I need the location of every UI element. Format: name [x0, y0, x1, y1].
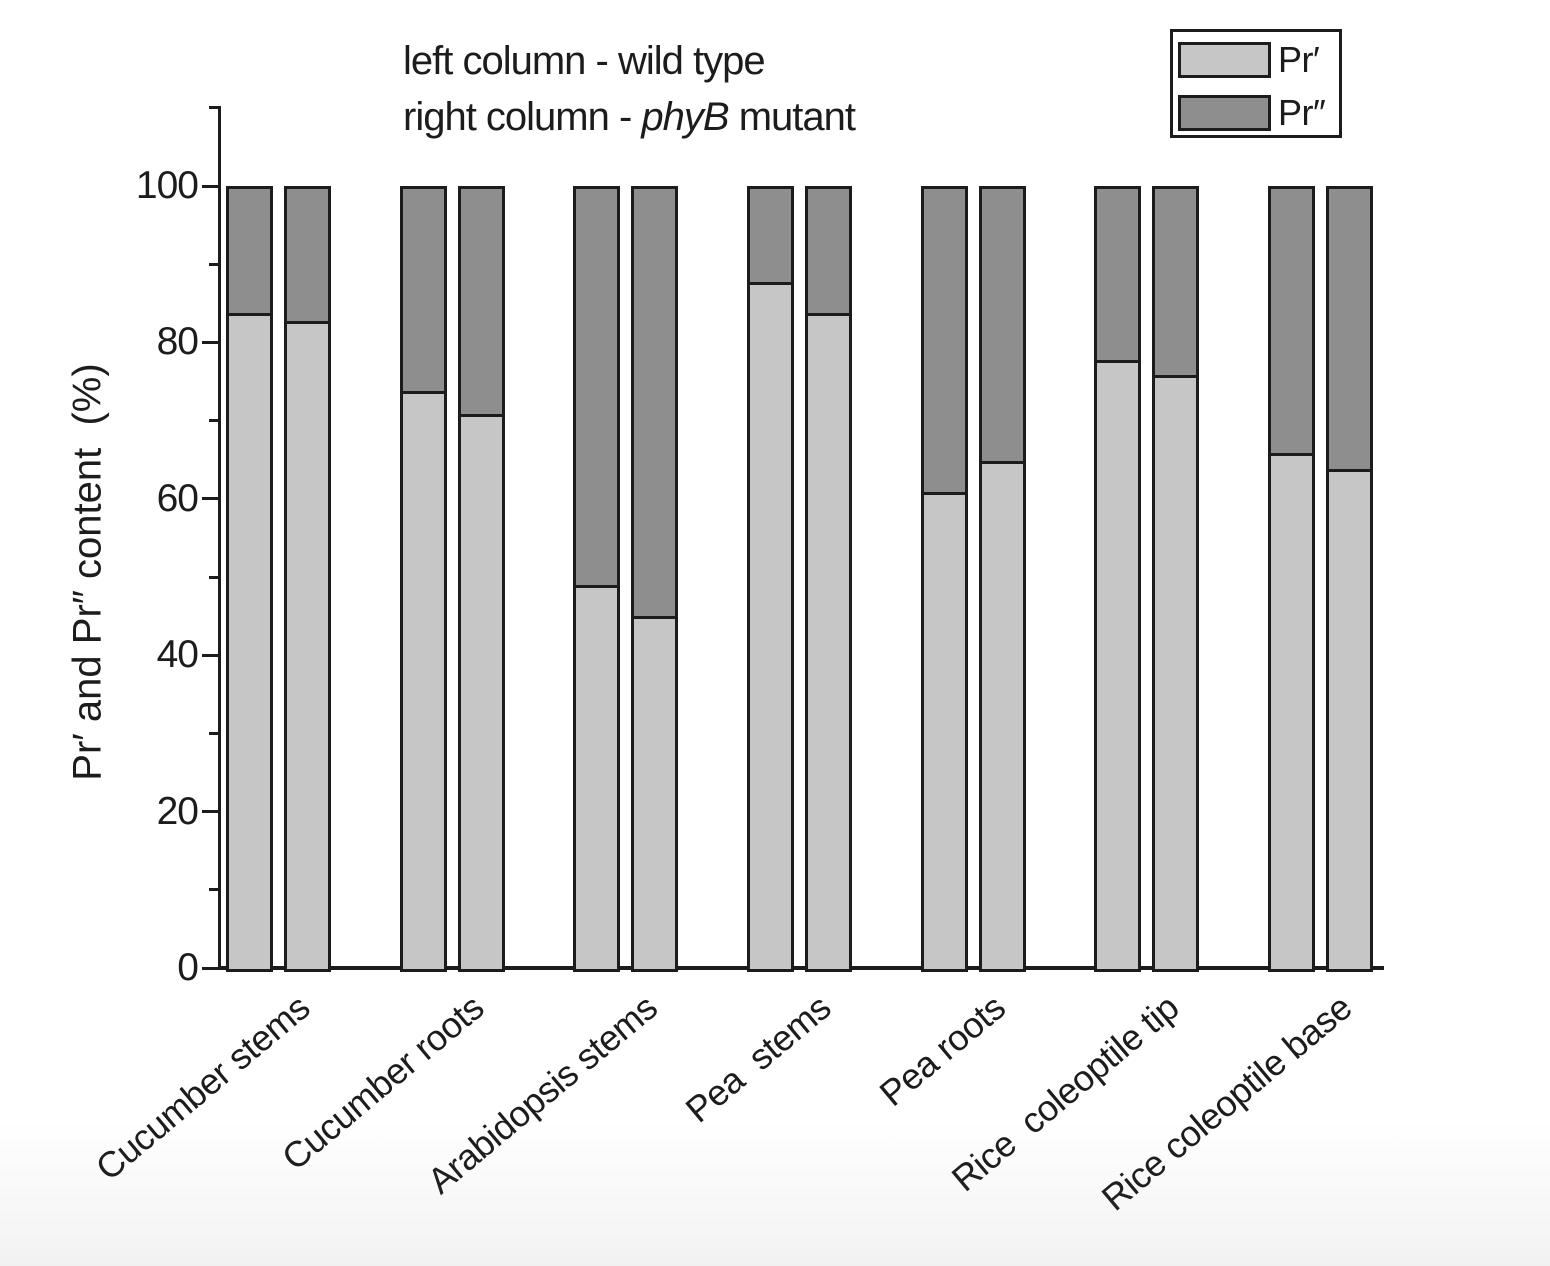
y-major-tick-20 [202, 810, 218, 814]
y-minor-tick-90 [209, 262, 218, 266]
x-category-label-pea-roots: Pea roots [871, 986, 1013, 1115]
bar-cucumber-stems-phyb-mutant [284, 186, 331, 972]
y-minor-tick-50 [209, 575, 218, 579]
legend-swatch-pr-prime-icon [1178, 42, 1271, 78]
legend-swatch-pr-double-prime-icon [1178, 95, 1271, 131]
bar-cucumber-stems-wild-type-pr-double-prime-segment [229, 189, 270, 317]
y-tick-label-0: 0 [177, 946, 199, 989]
y-axis-title-text: Pr′ and Pr″ content (%) [65, 363, 110, 781]
bar-cucumber-roots-phyb-mutant-pr-double-prime-segment [460, 189, 502, 418]
bar-rice-coleoptile-tip-phyb-mutant-pr-double-prime-segment [1155, 189, 1197, 379]
legend-box: Pr′ Pr″ [1170, 29, 1342, 138]
bar-rice-coleoptile-base-wild-type [1268, 186, 1316, 972]
bar-rice-coleoptile-base-phyb-mutant [1326, 186, 1374, 972]
y-major-tick-80 [202, 340, 218, 344]
y-tick-label-100: 100 [135, 164, 199, 207]
y-minor-tick-70 [209, 419, 218, 423]
y-minor-tick-10 [209, 888, 218, 892]
y-major-tick-60 [202, 497, 218, 501]
chart-title-phyb-italic: phyB [641, 95, 729, 139]
bar-arabidopsis-stems-wild-type [573, 186, 621, 972]
bar-pea-roots-phyb-mutant [978, 186, 1026, 972]
bar-rice-coleoptile-tip-phyb-mutant [1152, 186, 1200, 972]
bar-pea-roots-wild-type [920, 186, 968, 972]
bar-rice-coleoptile-tip-wild-type [1094, 186, 1142, 972]
legend-label-pr-double-prime: Pr″ [1278, 92, 1326, 133]
bar-pea-roots-phyb-mutant-pr-double-prime-segment [981, 189, 1023, 464]
chart-title-line-2-prefix: right column - [403, 95, 642, 139]
bar-pea-stems-wild-type-pr-double-prime-segment [750, 189, 791, 286]
bar-pea-stems-wild-type [747, 186, 794, 972]
legend-label-pr-prime: Pr′ [1278, 39, 1320, 80]
y-tick-label-20: 20 [156, 789, 199, 833]
x-axis-line [218, 966, 1384, 970]
bar-rice-coleoptile-base-phyb-mutant-pr-double-prime-segment [1329, 189, 1371, 472]
y-axis-line [218, 106, 221, 969]
bar-rice-coleoptile-base-wild-type-pr-double-prime-segment [1271, 189, 1313, 457]
bottom-gradient-decoration [0, 1120, 1550, 1266]
bar-cucumber-roots-wild-type-pr-double-prime-segment [402, 189, 444, 395]
bar-rice-coleoptile-tip-wild-type-pr-double-prime-segment [1097, 189, 1139, 363]
y-tick-label-80: 80 [156, 320, 199, 364]
bar-arabidopsis-stems-wild-type-pr-double-prime-segment [576, 189, 618, 589]
bar-pea-stems-phyb-mutant-pr-double-prime-segment [808, 189, 849, 317]
chart-title-line-1: left column - wild type [403, 39, 766, 83]
y-minor-tick-110 [209, 106, 218, 110]
y-minor-tick-30 [209, 731, 218, 735]
y-major-tick-0 [202, 966, 218, 970]
chart-title-line-2: right column - phyB mutant [403, 94, 856, 140]
x-category-label-pea-stems: Pea stems [678, 986, 839, 1131]
y-tick-label-60: 60 [156, 476, 199, 520]
bar-cucumber-roots-wild-type [399, 186, 447, 972]
bar-pea-stems-phyb-mutant [805, 186, 852, 972]
chart-title-line-2-suffix: mutant [728, 95, 856, 139]
bar-arabidopsis-stems-phyb-mutant-pr-double-prime-segment [634, 189, 676, 620]
bar-arabidopsis-stems-phyb-mutant [631, 186, 679, 972]
bar-cucumber-stems-wild-type [226, 186, 273, 972]
bar-cucumber-roots-phyb-mutant [457, 186, 505, 972]
y-major-tick-40 [202, 653, 218, 657]
y-major-tick-100 [202, 184, 218, 188]
bar-cucumber-stems-phyb-mutant-pr-double-prime-segment [287, 189, 328, 325]
y-tick-label-40: 40 [156, 633, 199, 677]
bar-pea-roots-wild-type-pr-double-prime-segment [923, 189, 965, 496]
